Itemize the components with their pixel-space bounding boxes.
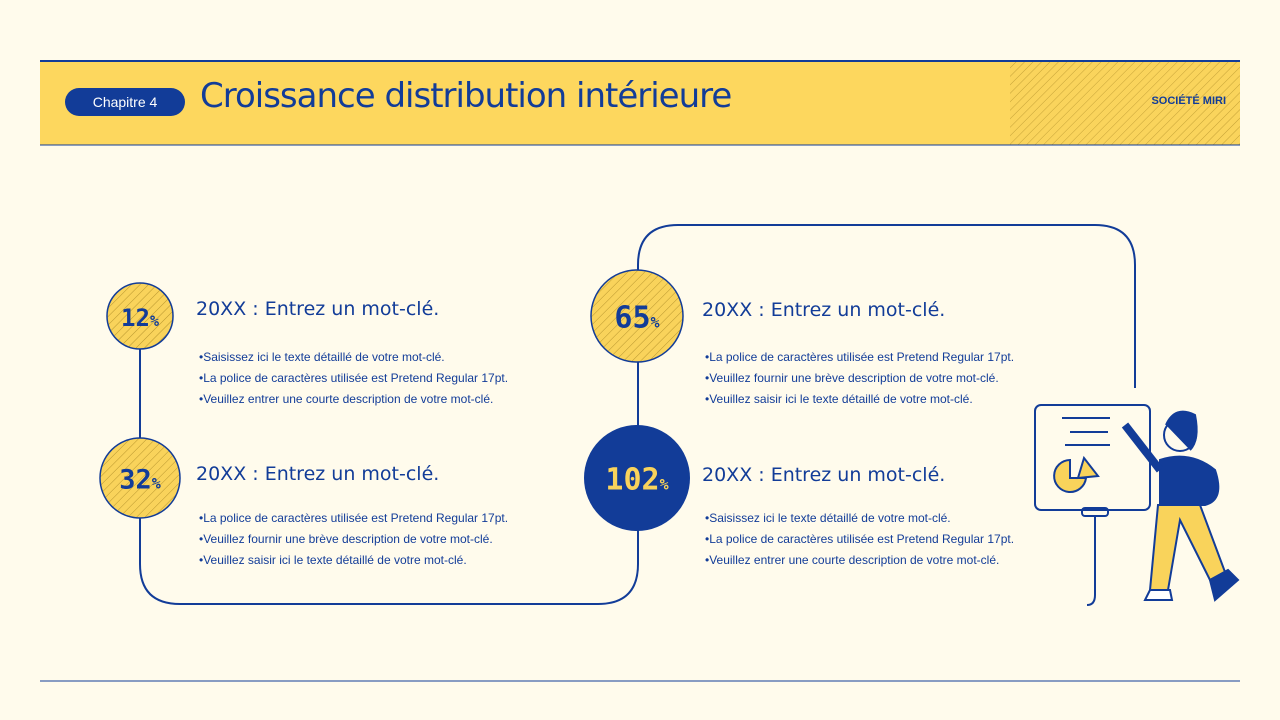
item-heading: 20XX : Entrez un mot-clé. <box>702 464 946 486</box>
bullet: La police de caractères utilisée est Pre… <box>705 347 1014 368</box>
percent-value: 65 <box>614 300 651 336</box>
percent-value: 102 <box>605 462 660 498</box>
slide-title: Croissance distribution intérieure <box>200 76 732 116</box>
percent-unit: % <box>650 313 660 332</box>
chapter-pill: Chapitre 4 <box>65 88 185 116</box>
bullet: Veuillez entrer une courte description d… <box>199 389 508 410</box>
header-hatch <box>1010 62 1240 145</box>
percent-value: 32 <box>119 464 152 496</box>
bullet-list: La police de caractères utilisée est Pre… <box>199 508 508 571</box>
percent: 102% <box>605 463 668 498</box>
item-heading: 20XX : Entrez un mot-clé. <box>196 463 440 485</box>
company-name: SOCIÉTÉ MIRI <box>1151 95 1226 107</box>
timeline <box>139 224 1136 605</box>
item-heading: 20XX : Entrez un mot-clé. <box>702 299 946 321</box>
bullet: Veuillez saisir ici le texte détaillé de… <box>705 389 1014 410</box>
bullet: Saisissez ici le texte détaillé de votre… <box>199 347 508 368</box>
bullet: La police de caractères utilisée est Pre… <box>199 368 508 389</box>
percent: 12% <box>121 304 159 332</box>
item-heading: 20XX : Entrez un mot-clé. <box>196 298 440 320</box>
percent-unit: % <box>151 474 161 493</box>
percent: 32% <box>119 465 161 496</box>
bullet: Veuillez saisir ici le texte détaillé de… <box>199 550 508 571</box>
bullet: Veuillez entrer une courte description d… <box>705 550 1014 571</box>
illustration <box>1034 404 1240 606</box>
bullet: La police de caractères utilisée est Pre… <box>199 508 508 529</box>
bullet: Veuillez fournir une brève description d… <box>705 368 1014 389</box>
percent-value: 12 <box>121 304 150 332</box>
bullet-list: La police de caractères utilisée est Pre… <box>705 347 1014 410</box>
bullet: Saisissez ici le texte détaillé de votre… <box>705 508 1014 529</box>
percent-unit: % <box>659 475 669 494</box>
bullet: Veuillez fournir une brève description d… <box>199 529 508 550</box>
bullet-list: Saisissez ici le texte détaillé de votre… <box>705 508 1014 571</box>
bullet: La police de caractères utilisée est Pre… <box>705 529 1014 550</box>
bullet-list: Saisissez ici le texte détaillé de votre… <box>199 347 508 410</box>
percent-unit: % <box>149 312 159 330</box>
percent: 65% <box>614 301 659 336</box>
